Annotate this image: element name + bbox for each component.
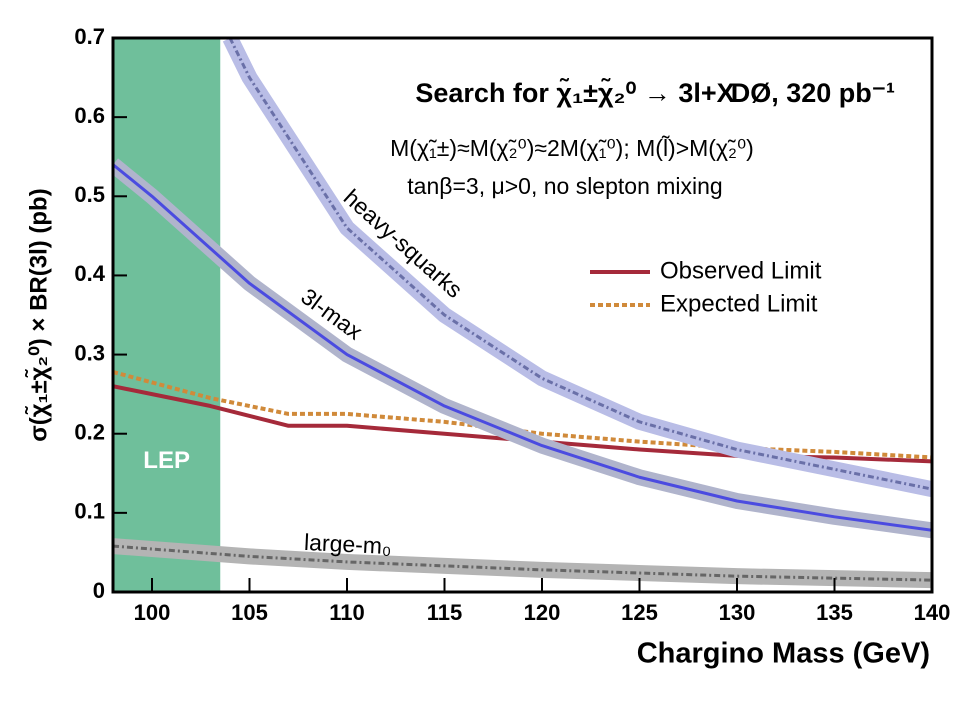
subtitle: tanβ=3, μ>0, no slepton mixing — [407, 173, 722, 199]
region-label: LEP — [143, 447, 190, 474]
x-tick-label: 110 — [329, 600, 365, 625]
y-tick-label: 0.1 — [74, 499, 105, 524]
x-tick-label: 105 — [231, 600, 268, 625]
legend-label: Observed Limit — [660, 257, 822, 284]
y-tick-label: 0.5 — [74, 182, 105, 207]
plot-area — [113, 38, 932, 592]
band — [113, 538, 932, 589]
x-tick-label: 140 — [914, 600, 951, 625]
chart-title: Search for χ̃₁±χ̃₂⁰ → 3l+X — [415, 77, 734, 108]
series-line — [113, 544, 932, 582]
x-tick-label: 100 — [134, 600, 171, 625]
band — [113, 158, 932, 539]
y-tick-label: 0.7 — [74, 24, 105, 49]
experiment-label: DØ, 320 pb⁻¹ — [731, 78, 895, 108]
series-line — [113, 384, 932, 464]
series-line — [228, 38, 932, 491]
y-tick-label: 0.6 — [74, 103, 105, 128]
excluded-region — [113, 38, 221, 592]
x-tick-label: 125 — [621, 600, 658, 625]
x-tick-label: 120 — [524, 600, 561, 625]
x-tick-label: 135 — [816, 600, 853, 625]
legend-label: Expected Limit — [660, 290, 818, 317]
y-tick-label: 0.2 — [74, 420, 105, 445]
x-axis-label: Chargino Mass (GeV) — [637, 638, 930, 670]
y-axis-label: σ(χ̃₁±χ̃₂⁰) × BR(3l) (pb) — [24, 188, 52, 441]
x-tick-label: 115 — [427, 600, 463, 625]
x-tick-label: 130 — [719, 600, 756, 625]
series-label: large-m₀ — [304, 529, 393, 559]
y-tick-label: 0.3 — [74, 340, 105, 365]
y-tick-label: 0.4 — [74, 261, 105, 286]
plot-frame — [111, 36, 934, 594]
y-tick-label: 0 — [93, 578, 105, 603]
series-line — [113, 163, 932, 532]
subtitle: M(χ̃₁±)≈M(χ̃₂⁰)≈2M(χ̃₁⁰); M(l̃)>M(χ̃₂⁰) — [390, 135, 754, 161]
